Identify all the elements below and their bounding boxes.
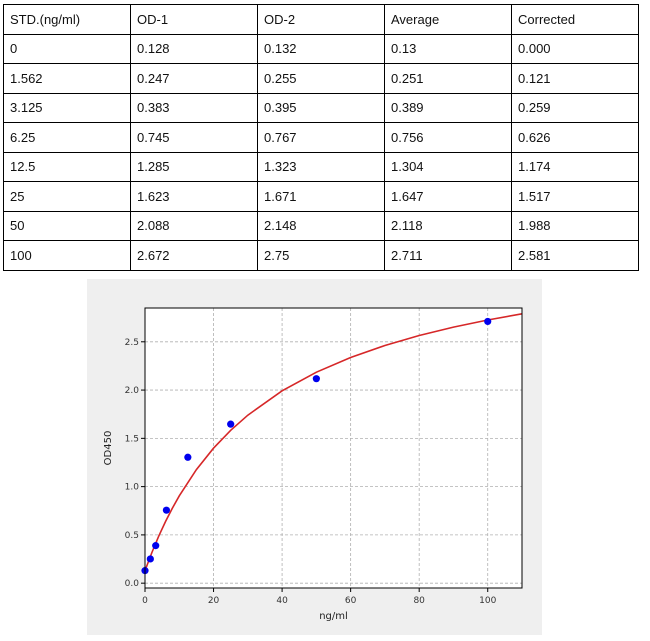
x-tick-label: 40 <box>276 596 288 606</box>
data-point <box>184 453 192 461</box>
x-tick-label: 0 <box>142 596 148 606</box>
table-cell: 0.000 <box>511 33 639 64</box>
table-cell: 0.756 <box>384 122 512 153</box>
table-row: 50 2.088 2.148 2.118 1.988 <box>3 210 639 241</box>
table-row: 3.125 0.383 0.395 0.389 0.259 <box>3 92 639 123</box>
table-cell: 0.132 <box>257 33 385 64</box>
x-tick-label: 80 <box>413 596 425 606</box>
chart-canvas: 0 20 40 60 80 100 0.0 0.5 1.0 1.5 2.0 2.5 ng/ml OD4… <box>103 307 523 622</box>
table-row: 0 0.128 0.132 0.13 0.000 <box>3 33 639 64</box>
x-tick-label: 100 <box>479 596 496 606</box>
table-cell: 0.767 <box>257 122 385 153</box>
table-cell: 0.121 <box>511 63 639 94</box>
table-cell: 1.174 <box>511 151 639 182</box>
table-cell: 100 <box>3 240 131 271</box>
table-cell: 2.088 <box>130 210 258 241</box>
table-cell: 0.251 <box>384 63 512 94</box>
plot-frame <box>144 307 523 589</box>
y-tick-label: 2.0 <box>125 386 140 396</box>
data-point <box>162 506 171 514</box>
data-point <box>152 542 160 550</box>
data-point <box>227 420 235 428</box>
table-cell: 1.562 <box>3 63 131 94</box>
table-cell: 1.304 <box>384 151 512 182</box>
y-axis-label: OD450 <box>103 431 114 466</box>
table-cell: 2.711 <box>384 240 512 271</box>
x-tick-label: 20 <box>208 596 220 606</box>
axes: 0 20 40 60 80 100 0.0 0.5 1.0 1.5 2.0 2.5 <box>125 338 497 606</box>
table-cell: 3.125 <box>3 92 131 123</box>
table-cell: 2.118 <box>384 210 512 241</box>
table-cell: 50 <box>3 210 131 241</box>
y-tick-label: 0.0 <box>125 579 140 589</box>
table-cell: 0.259 <box>511 92 639 123</box>
table-cell: 2.75 <box>257 240 385 271</box>
standard-curve-chart: 0 20 40 60 80 100 0.0 0.5 1.0 1.5 2.0 2.5 ng/ml OD4… <box>87 279 542 635</box>
column-header-od1: OD-1 <box>130 4 258 35</box>
table-cell: 0.383 <box>130 92 258 123</box>
fit-curve <box>144 313 523 571</box>
table-cell: 2.581 <box>511 240 639 271</box>
table-cell: 6.25 <box>3 122 131 153</box>
table-cell: 0.13 <box>384 33 512 64</box>
y-tick-label: 2.5 <box>125 338 139 348</box>
x-tick-label: 60 <box>345 596 357 606</box>
table-cell: 1.323 <box>257 151 385 182</box>
table-cell: 1.671 <box>257 181 385 212</box>
table-cell: 25 <box>3 181 131 212</box>
standards-table: STD.(ng/ml) OD-1 OD-2 Average Corrected … <box>3 4 639 271</box>
table-cell: 2.148 <box>257 210 385 241</box>
column-header-corrected: Corrected <box>511 4 639 35</box>
y-tick-label: 1.5 <box>125 434 139 444</box>
table-cell: 0.255 <box>257 63 385 94</box>
table-cell: 1.517 <box>511 181 639 212</box>
table-cell: 0.626 <box>511 122 639 153</box>
table-cell: 2.672 <box>130 240 258 271</box>
table-cell: 1.988 <box>511 210 639 241</box>
data-point <box>146 555 154 563</box>
column-header-od2: OD-2 <box>257 4 385 35</box>
table-cell: 0.745 <box>130 122 258 153</box>
table-cell: 0.395 <box>257 92 385 123</box>
y-tick-label: 0.5 <box>125 531 139 541</box>
fit-curve-layer <box>144 313 523 571</box>
table-header-row: STD.(ng/ml) OD-1 OD-2 Average Corrected <box>3 4 639 35</box>
table-cell: 12.5 <box>3 151 131 182</box>
column-header-std: STD.(ng/ml) <box>3 4 131 35</box>
table-cell: 1.285 <box>130 151 258 182</box>
table-cell: 1.623 <box>130 181 258 212</box>
table-row: 12.5 1.285 1.323 1.304 1.174 <box>3 151 639 182</box>
data-point <box>312 375 320 383</box>
table-row: 100 2.672 2.75 2.711 2.581 <box>3 240 639 271</box>
table-cell: 0.247 <box>130 63 258 94</box>
table-row: 6.25 0.745 0.767 0.756 0.626 <box>3 122 639 153</box>
table-cell: 0.389 <box>384 92 512 123</box>
data-point <box>484 317 492 326</box>
plot-area <box>145 308 522 588</box>
table-cell: 0.128 <box>130 33 258 64</box>
column-header-average: Average <box>384 4 512 35</box>
y-tick-label: 1.0 <box>125 483 140 493</box>
x-axis-label: ng/ml <box>319 611 348 622</box>
table-cell: 0 <box>3 33 131 64</box>
table-cell: 1.647 <box>384 181 512 212</box>
table-row: 25 1.623 1.671 1.647 1.517 <box>3 181 639 212</box>
table-row: 1.562 0.247 0.255 0.251 0.121 <box>3 63 639 94</box>
